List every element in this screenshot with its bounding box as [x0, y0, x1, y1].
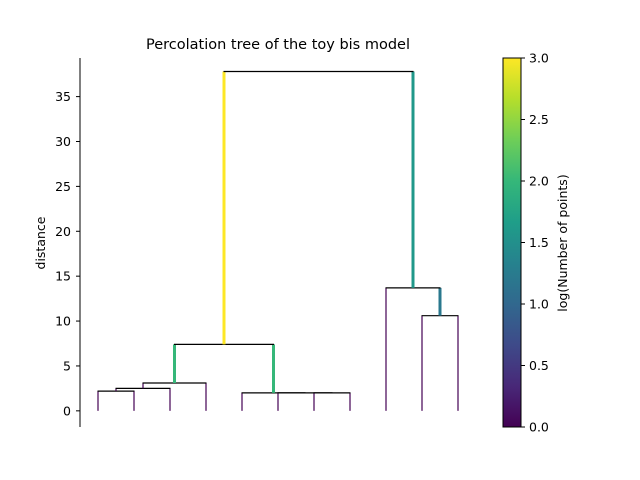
colorbar-tick-label: 3.0	[529, 51, 549, 66]
y-tick-label: 35	[55, 89, 71, 104]
y-tick-label: 5	[63, 358, 71, 373]
colorbar-tick-label: 0.5	[529, 358, 549, 373]
colorbar: 0.0 0.5 1.0 1.5 2.0 2.5 3.0	[502, 51, 549, 435]
dendrogram-link	[277, 392, 333, 411]
colorbar-tick-label: 1.0	[529, 297, 549, 312]
colorbar-tick-label: 1.5	[529, 235, 549, 250]
colorbar-tick-label: 0.0	[529, 420, 549, 435]
y-tick-label: 25	[55, 179, 71, 194]
dendrogram-link	[313, 392, 351, 411]
colorbar-gradient	[502, 57, 522, 428]
chart-title: Percolation tree of the toy bis model	[146, 37, 410, 53]
y-tick-label: 30	[55, 134, 71, 149]
y-tick-label: 20	[55, 224, 71, 239]
dendrogram-link	[173, 343, 275, 393]
colorbar-tick-label: 2.0	[529, 174, 549, 189]
dendrogram-link	[97, 390, 135, 411]
dendrogram-link	[385, 287, 442, 411]
y-axis-label: distance	[33, 216, 48, 269]
dendrogram-links	[97, 70, 459, 411]
dendrogram-link	[241, 392, 306, 411]
y-tick-label: 0	[63, 403, 71, 418]
dendrogram-link	[142, 382, 207, 411]
y-axis: 0 5 10 15 20 25 30 35	[55, 58, 81, 427]
y-tick-label: 10	[55, 314, 71, 329]
dendrogram-link	[222, 70, 415, 345]
dendrogram-link	[115, 387, 171, 411]
colorbar-label: log(Number of points)	[555, 174, 570, 311]
colorbar-tick-label: 2.5	[529, 112, 549, 127]
y-tick-label: 15	[55, 269, 71, 284]
dendrogram-link	[421, 315, 459, 411]
